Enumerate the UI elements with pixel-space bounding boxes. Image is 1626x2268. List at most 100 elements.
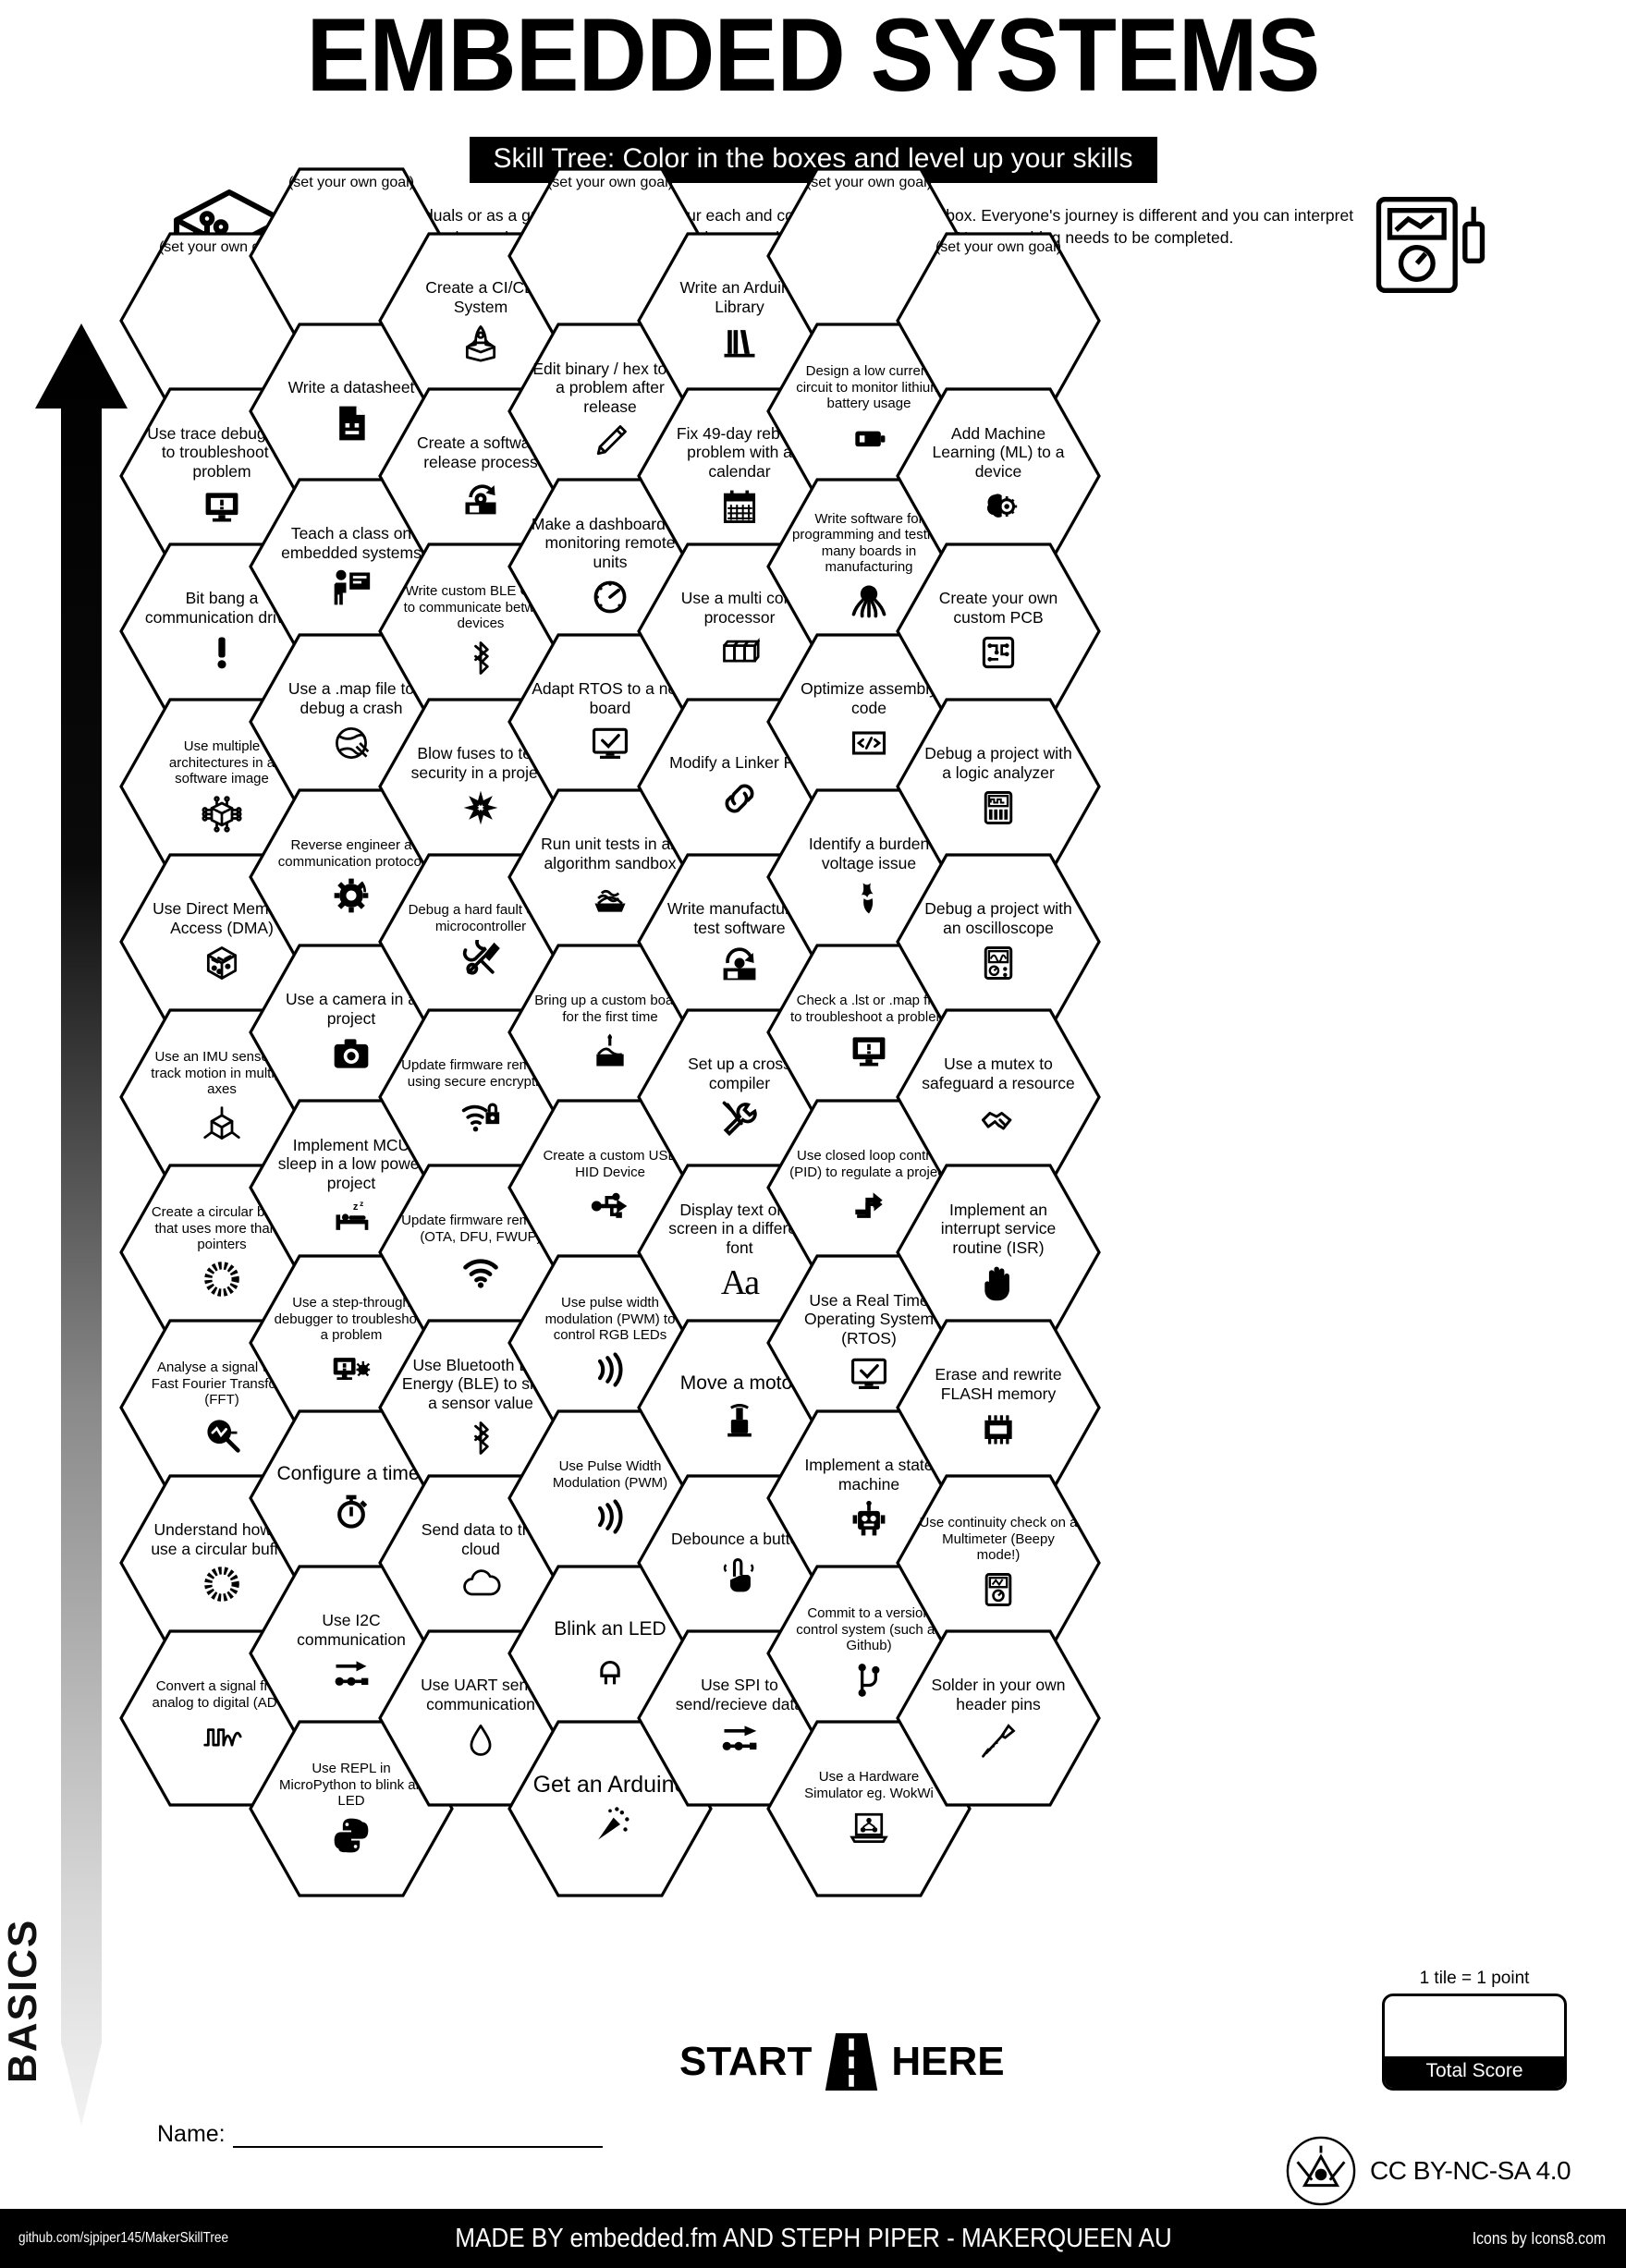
skill-hex-label: Use closed loop control (PID) to regulat… [789,1148,948,1180]
skill-hex-label: Use a mutex to safeguard a resource [922,1054,1075,1092]
books-icon [719,321,760,363]
skill-hex[interactable]: (set your own goal) [895,231,1102,410]
skill-hex-label: Use a step-through debugger to troublesh… [274,1295,429,1344]
skill-hex-label: Debug a hard fault on a microcontroller [408,902,554,934]
svg-text:z: z [360,1201,363,1209]
skill-hex-label: Update firmware remotely using secure en… [401,1057,560,1090]
skill-hex[interactable]: Use a mutex to safeguard a resource [895,1007,1102,1187]
skill-hex-label: Update firmware remotely (OTA, DFU, FWUP… [401,1213,560,1245]
code-icon [849,722,889,764]
skill-hex-label: Use an IMU sensor to track motion in mul… [151,1049,293,1098]
stopwatch-icon [331,1491,372,1533]
gauge-icon [590,576,630,618]
skill-hex-label: Create your own custom PCB [938,588,1058,627]
level-gradient-arrow [35,323,128,2126]
skill-hex-label: (set your own goal) [935,239,1062,255]
skill-hex-label: Modify a Linker File [669,753,810,773]
skill-hex-label: Create a circular buffer that uses more … [151,1204,293,1253]
footer-credits: MADE BY embedded.fm AND STEPH PIPER - MA… [454,2223,1172,2253]
skill-hex-label: Write custom BLE GATT to communicate bet… [403,583,558,632]
loop-arrows-icon [849,1185,889,1227]
skill-hex-label: Debug a project with a logic analyzer [924,743,1072,782]
logic-analyzer-icon [978,786,1019,829]
wifi-lock-icon [460,1094,501,1137]
motor-icon [719,1400,760,1443]
calendar-icon [719,485,760,528]
tools-icon [719,1097,760,1140]
skill-hex-label: Send data to the cloud [421,1519,541,1558]
press-button-icon [719,1554,760,1596]
skill-hex-label: Write an Arduino Library [679,277,800,316]
score-label: Total Score [1385,2056,1564,2088]
skill-hex-label: Write a datasheet [287,378,415,397]
maker-badge-icon [1286,2136,1356,2206]
road-icon [825,2033,878,2091]
teacher-icon [331,567,372,609]
skill-hex-label: Use Bluetooth Low Energy (BLE) to show a… [401,1355,560,1412]
laptop-sim-icon [849,1806,889,1848]
cake-icon [590,1030,630,1072]
skill-hex[interactable]: Solder in your own header pins [895,1628,1102,1808]
skill-hex-label: Implement an interrupt service routine (… [940,1200,1057,1257]
skill-hex-label: Debounce a button [671,1530,808,1549]
handshake-icon [978,1097,1019,1140]
skill-hex-label: Use multiple architectures in a software… [168,738,275,787]
skill-hex-label: (set your own goal) [546,175,674,190]
skill-hex-label: Adapt RTOS to a new board [532,678,689,717]
skill-hex-label: Solder in your own header pins [931,1675,1066,1713]
bluetooth-icon [460,637,501,679]
skill-hex-label: Display text on a screen in a different … [668,1200,811,1257]
page-title: EMBEDDED SYSTEMS [306,0,1321,113]
map-debug-icon [331,722,372,764]
document-icon [331,402,372,445]
skill-hex-label: Set up a cross compiler [688,1054,791,1092]
rocket-box-icon [460,321,501,363]
skill-hex-label: Teach a class on embedded systems [281,523,422,562]
skill-hex-label: Implement MCU sleep in a low power proje… [277,1135,425,1192]
score-input-area[interactable] [1385,1996,1564,2056]
signal-magnifier-icon [202,1413,242,1456]
battery-icon [849,417,889,459]
hand-stop-icon [978,1262,1019,1304]
name-field-row[interactable]: Name: [157,2121,603,2148]
pwm-waves-icon [590,1495,630,1538]
svg-text:z: z [353,1201,359,1213]
party-icon [590,1803,630,1846]
fuse-blow-icon [460,786,501,829]
skill-hex[interactable]: Erase and rewrite FLASH memory [895,1318,1102,1497]
skill-hex-label: Check a .lst or .map file to troubleshoo… [789,993,948,1025]
score-box[interactable]: Total Score [1382,1994,1567,2091]
skill-hex-label: Use a multi core processor [680,588,799,627]
flash-chip-icon [978,1408,1019,1450]
skill-hex[interactable]: Implement an interrupt service routine (… [895,1163,1102,1342]
license-text: CC BY-NC-SA 4.0 [1370,2156,1571,2185]
skill-hex[interactable]: Get an Arduino [507,1719,714,1898]
gear-reverse-icon [331,874,372,917]
start-label: START [679,2039,813,2084]
skill-hex-label: (set your own goal) [805,175,933,190]
footer-github-link[interactable]: github.com/sjpiper145/MakerSkillTree [18,2230,229,2246]
monitor-alert-icon [202,485,242,528]
skill-hex[interactable]: Debug a project with a logic analyzer [895,697,1102,876]
skill-hex[interactable]: Use continuity check on a Multimeter (Be… [895,1473,1102,1652]
skill-hex-label: Configure a timer [276,1463,426,1485]
circular-buffer-icon [202,1258,242,1300]
skill-hex[interactable]: Create your own custom PCB [895,542,1102,721]
multimeter-decor-icon [1368,189,1493,300]
footer-icons-credit[interactable]: Icons by Icons8.com [1472,2228,1606,2248]
skill-hex-label: (set your own goal) [287,175,415,190]
skill-hex-label: Use Direct Memory Access (DMA) [153,898,291,937]
skill-hex-label: Use REPL in MicroPython to blink an LED [279,1761,423,1810]
multimeter-icon [978,1568,1019,1611]
skill-hex-label: Edit binary / hex to fix a problem after… [532,359,688,416]
skill-hex-label: Implement a state machine [804,1455,934,1494]
skill-hex[interactable]: Use REPL in MicroPython to blink an LED [248,1719,455,1898]
brain-gear-icon [978,485,1019,528]
skill-hex-label: Get an Arduino [532,1771,688,1798]
skill-hex[interactable]: Debug a project with an oscilloscope [895,852,1102,1031]
footer-bar: github.com/sjpiper145/MakerSkillTree MAD… [0,2209,1626,2268]
skill-hex[interactable]: Add Machine Learning (ML) to a device [895,386,1102,566]
score-hint: 1 tile = 1 point [1419,1969,1530,1988]
name-input-line[interactable] [232,2124,603,2148]
i2c-bus-icon [331,1653,372,1696]
